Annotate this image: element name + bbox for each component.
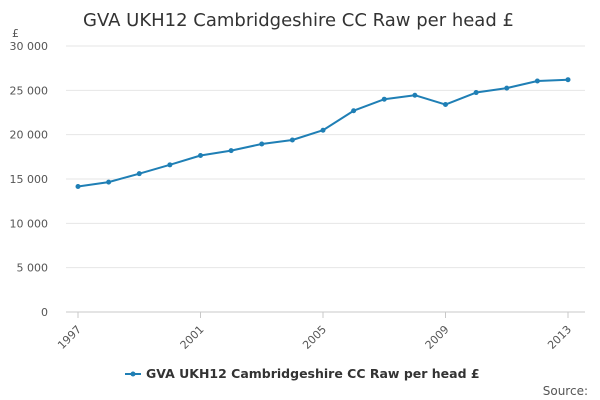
data-point[interactable] xyxy=(504,85,510,91)
data-point[interactable] xyxy=(534,78,540,84)
data-point[interactable] xyxy=(167,162,173,168)
x-tick-label: 2009 xyxy=(423,323,452,352)
data-point[interactable] xyxy=(289,137,295,143)
data-point[interactable] xyxy=(106,179,112,185)
y-tick-label: 5 000 xyxy=(17,262,49,275)
x-axis-ticks: 1997 2001 2005 2009 2013 xyxy=(55,312,574,352)
data-point[interactable] xyxy=(381,96,387,102)
data-point[interactable] xyxy=(473,90,479,96)
data-point[interactable] xyxy=(565,77,571,83)
x-tick-label: 1997 xyxy=(55,323,84,352)
y-tick-label: 10 000 xyxy=(10,217,49,230)
data-point[interactable] xyxy=(136,171,142,177)
y-axis-ticks: 0 5 000 10 000 15 000 20 000 25 000 30 000 xyxy=(10,40,49,319)
chart-title: GVA UKH12 Cambridgeshire CC Raw per head… xyxy=(83,10,514,31)
y-tick-label: 30 000 xyxy=(10,40,49,53)
data-point[interactable] xyxy=(259,141,265,147)
series-layer xyxy=(75,77,571,190)
data-point[interactable] xyxy=(228,148,234,154)
data-point[interactable] xyxy=(443,102,448,108)
gridlines xyxy=(66,45,585,313)
source-label: Source: xyxy=(543,384,588,398)
legend[interactable]: GVA UKH12 Cambridgeshire CC Raw per head… xyxy=(125,366,480,381)
y-tick-label: 15 000 xyxy=(10,173,49,186)
data-point[interactable] xyxy=(75,184,81,190)
x-tick-label: 2001 xyxy=(178,323,207,352)
y-tick-label: 20 000 xyxy=(10,129,49,142)
data-point[interactable] xyxy=(198,153,203,159)
y-tick-label: 0 xyxy=(41,306,48,319)
x-tick-label: 2005 xyxy=(300,323,329,352)
y-tick-label: 25 000 xyxy=(10,84,49,97)
legend-label: GVA UKH12 Cambridgeshire CC Raw per head… xyxy=(146,366,480,381)
data-point[interactable] xyxy=(351,108,357,114)
legend-swatch-marker xyxy=(130,371,136,377)
data-point[interactable] xyxy=(320,127,326,133)
data-point[interactable] xyxy=(412,92,418,98)
x-tick-label: 2013 xyxy=(545,323,574,352)
y-axis-unit-label: £ xyxy=(12,27,19,40)
series-line xyxy=(77,78,569,188)
